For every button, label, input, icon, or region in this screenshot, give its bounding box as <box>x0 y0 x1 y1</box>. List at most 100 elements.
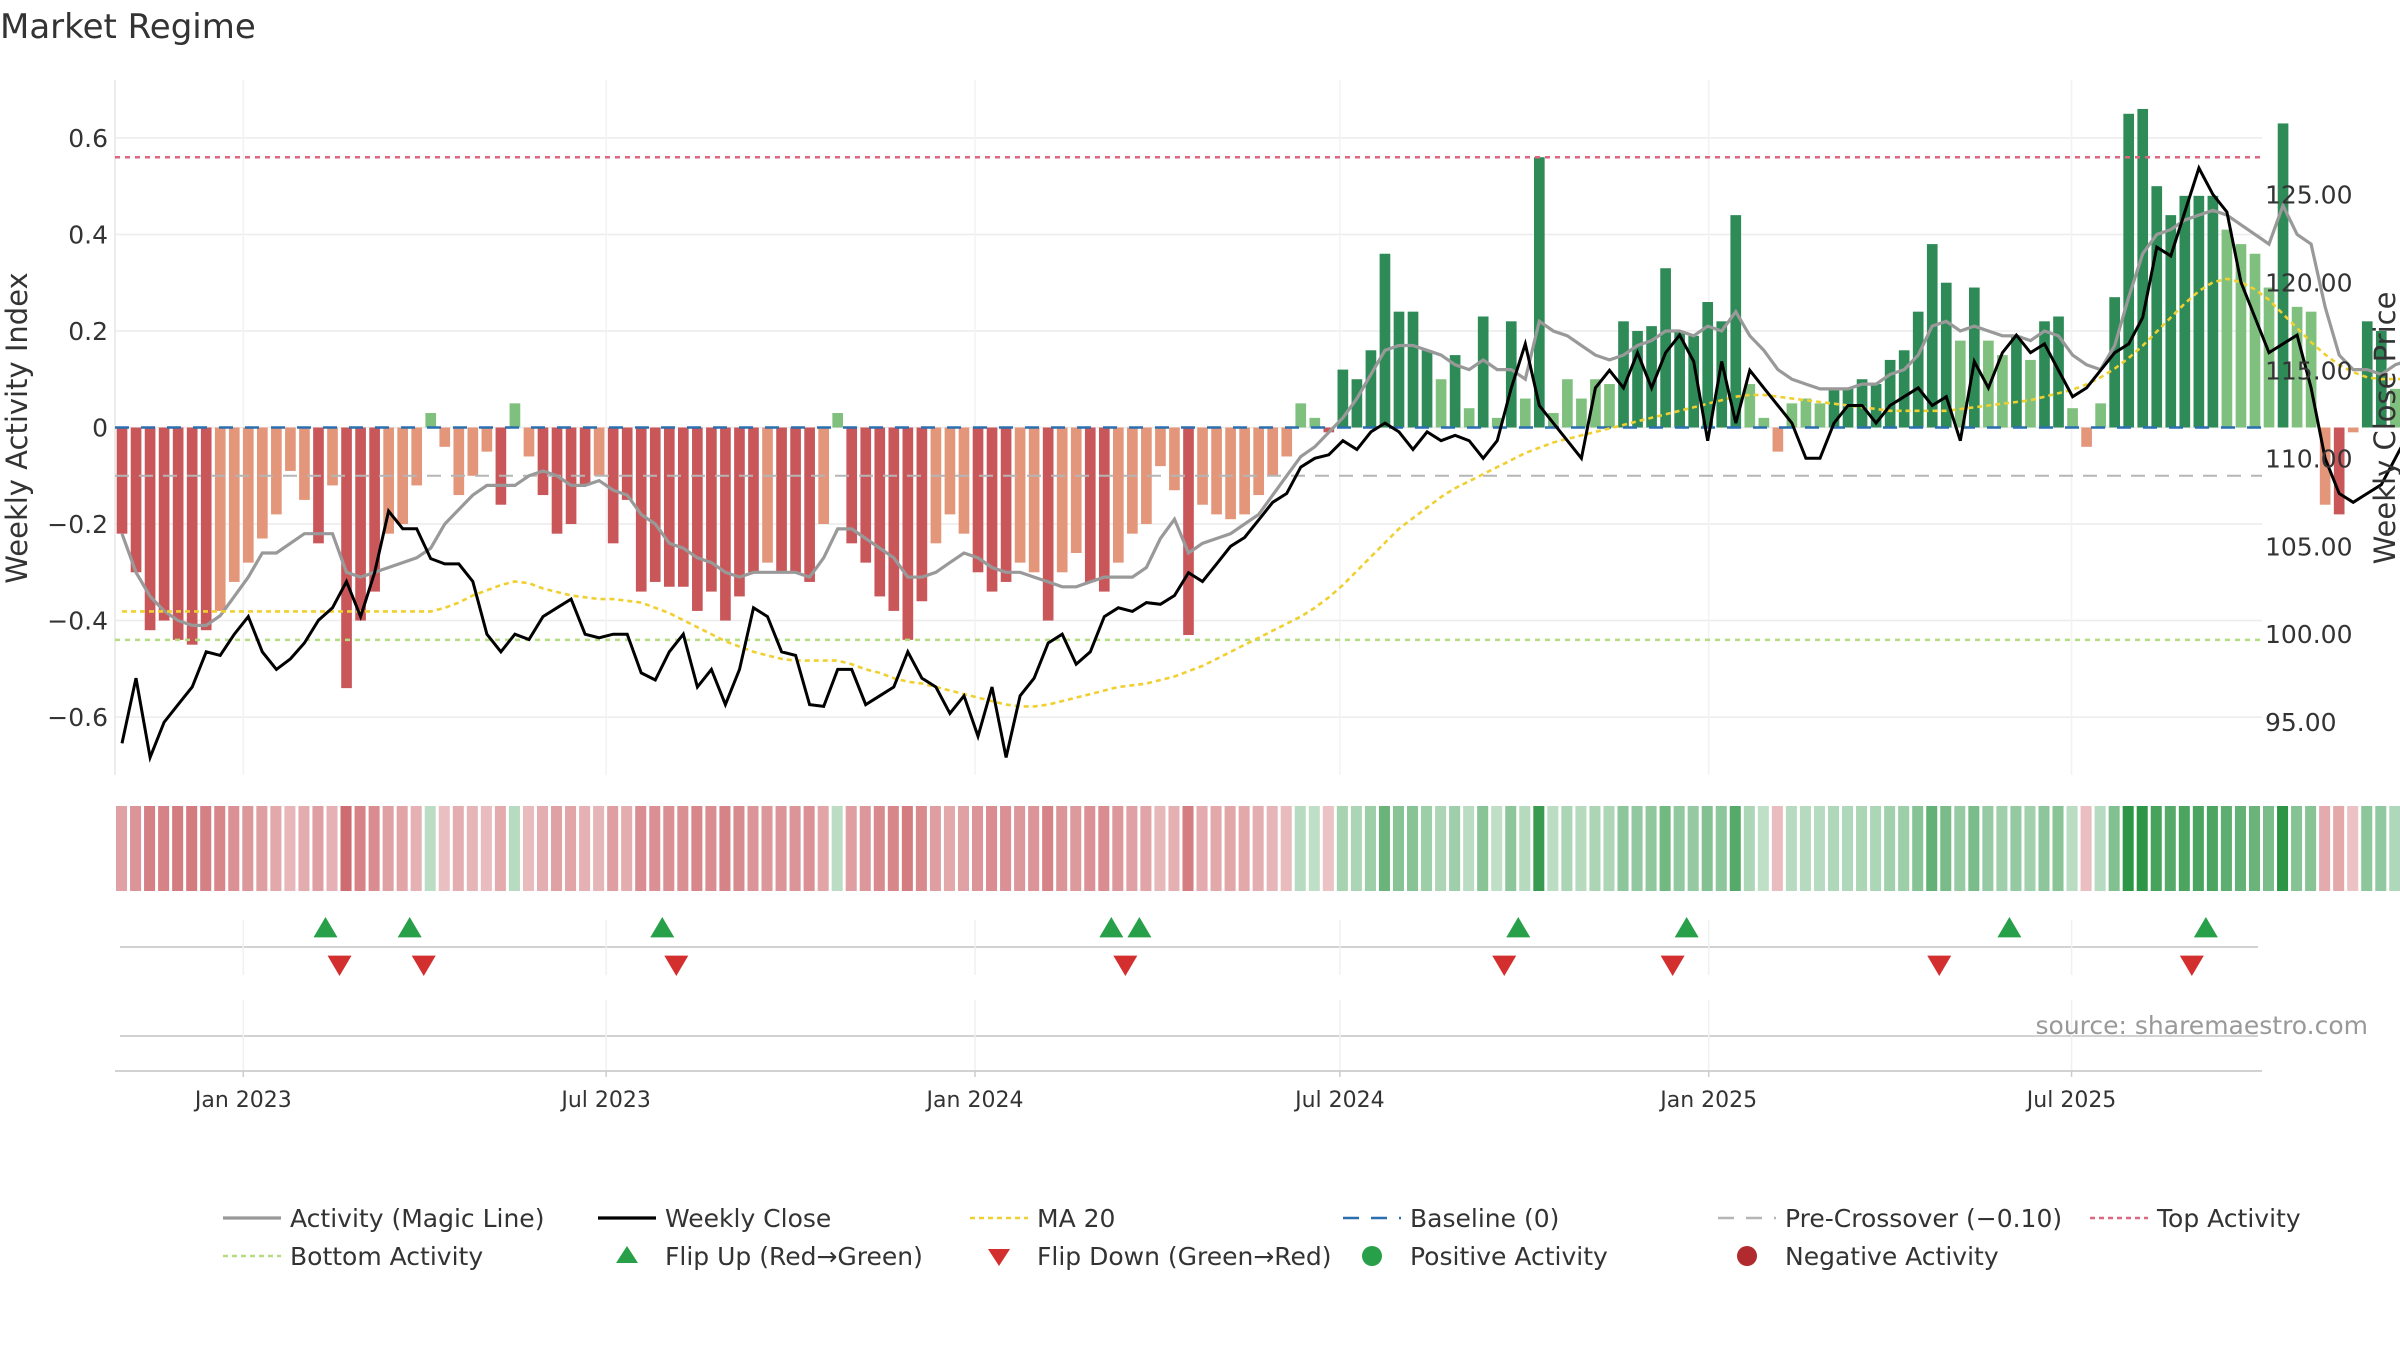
regime-cell <box>2108 806 2120 891</box>
flip-up-marker <box>650 917 675 938</box>
regime-cell <box>1392 806 1405 891</box>
right-axis: 95.00 100.00 105.00 110.00 115.00 120.00 125.0… <box>2265 180 2352 737</box>
regime-cell <box>929 806 941 891</box>
regime-cell <box>256 806 268 891</box>
regime-cell <box>2291 806 2303 891</box>
reference-lines <box>115 155 2262 642</box>
activity-bar <box>663 427 675 587</box>
regime-cell <box>270 806 282 891</box>
regime-cell <box>1589 806 1601 891</box>
regime-cell <box>1715 806 1727 891</box>
activity-bar <box>1772 427 1784 452</box>
regime-cell <box>2333 806 2345 891</box>
activity-bar <box>551 427 563 534</box>
regime-cell <box>536 806 549 891</box>
left-tick-label: 0.6 <box>68 124 108 153</box>
activity-bar <box>2025 359 2036 428</box>
regime-cell <box>1968 806 1980 891</box>
flip-up-marker <box>1099 917 1124 938</box>
regime-cell <box>747 806 759 891</box>
activity-bar <box>692 427 703 611</box>
activity-bar <box>158 427 170 621</box>
regime-cell <box>2066 806 2078 891</box>
regime-cell <box>1463 806 1475 891</box>
legend-swatch <box>616 1246 638 1263</box>
activity-bar <box>1688 335 1700 428</box>
regime-cell <box>1799 806 1811 891</box>
flip-up-marker <box>1127 917 1152 938</box>
left-axis: −0.6 −0.4 −0.2 0 0.2 0.4 0.6 <box>47 124 108 732</box>
activity-bar <box>467 427 479 476</box>
activity-bar <box>453 427 465 496</box>
flip-up-marker <box>2193 917 2218 938</box>
regime-cell <box>1098 806 1110 891</box>
regime-cell <box>761 806 773 891</box>
regime-cell <box>1996 806 2008 891</box>
right-tick-label: 100.00 <box>2265 620 2352 649</box>
regime-cell <box>1056 806 1068 891</box>
regime-cell <box>2122 806 2134 891</box>
weekly-close-line <box>120 164 2400 763</box>
regime-cell <box>1673 806 1685 891</box>
x-tick-label: Jul 2023 <box>559 1088 651 1113</box>
regime-cell <box>1575 806 1587 891</box>
regime-cell <box>1070 806 1082 891</box>
regime-cell <box>1112 806 1124 891</box>
legend-label: MA 20 <box>1037 1204 1115 1233</box>
activity-bar <box>1870 384 1882 428</box>
activity-bar <box>439 427 451 447</box>
regime-cell <box>1407 806 1419 891</box>
regime-cell <box>649 806 661 891</box>
activity-bar <box>1505 321 1517 428</box>
regime-cell <box>1336 806 1348 891</box>
activity-bar <box>2277 123 2289 428</box>
activity-bar <box>1912 311 1924 428</box>
regime-cell <box>2094 806 2106 891</box>
activity-bar <box>1239 427 1250 515</box>
right-tick-label: 105.00 <box>2265 532 2352 561</box>
regime-cell <box>214 806 226 891</box>
legend-label: Baseline (0) <box>1410 1204 1559 1233</box>
regime-cell <box>1982 806 1994 891</box>
activity-bar <box>144 427 156 631</box>
activity-bar <box>2067 408 2078 428</box>
flip-up-marker <box>397 917 422 938</box>
left-tick-label: 0 <box>92 414 108 443</box>
regime-cell <box>1870 806 1882 891</box>
activity-bar <box>776 427 787 573</box>
legend-label: Flip Up (Red→Green) <box>665 1242 923 1271</box>
activity-bar <box>2207 195 2219 428</box>
activity-bar <box>2347 427 2359 433</box>
regime-cell <box>1912 806 1924 891</box>
activity-bar <box>1113 427 1124 563</box>
regime-cell <box>2052 806 2064 891</box>
activity-bar <box>1786 403 1798 428</box>
right-axis-label: Weekly Close Price <box>2368 292 2400 565</box>
activity-bar <box>1702 302 1714 428</box>
activity-bar <box>607 427 619 544</box>
activity-bar <box>1590 379 1601 428</box>
regime-cell <box>859 806 871 891</box>
activity-bar <box>369 427 380 592</box>
activity-bar <box>1197 427 1208 505</box>
right-tick-label: 115.00 <box>2265 356 2352 385</box>
activity-bar <box>1337 369 1349 428</box>
activity-bar <box>397 427 409 525</box>
activity-bar <box>257 427 268 539</box>
regime-cell <box>1182 806 1194 891</box>
activity-bar <box>1155 427 1166 467</box>
regime-cell <box>158 806 170 891</box>
activity-bar <box>579 427 591 486</box>
legend-label: Weekly Close <box>665 1204 831 1233</box>
activity-bar <box>1548 413 1559 428</box>
regime-cell <box>2248 806 2260 891</box>
activity-bar <box>706 427 717 592</box>
right-tick-label: 125.00 <box>2265 180 2352 209</box>
flip-up-marker <box>313 917 338 938</box>
activity-bar <box>285 427 296 471</box>
activity-bar <box>2305 311 2317 428</box>
activity-bar <box>832 413 844 428</box>
activity-bar <box>327 427 338 486</box>
regime-cell <box>1729 806 1741 891</box>
